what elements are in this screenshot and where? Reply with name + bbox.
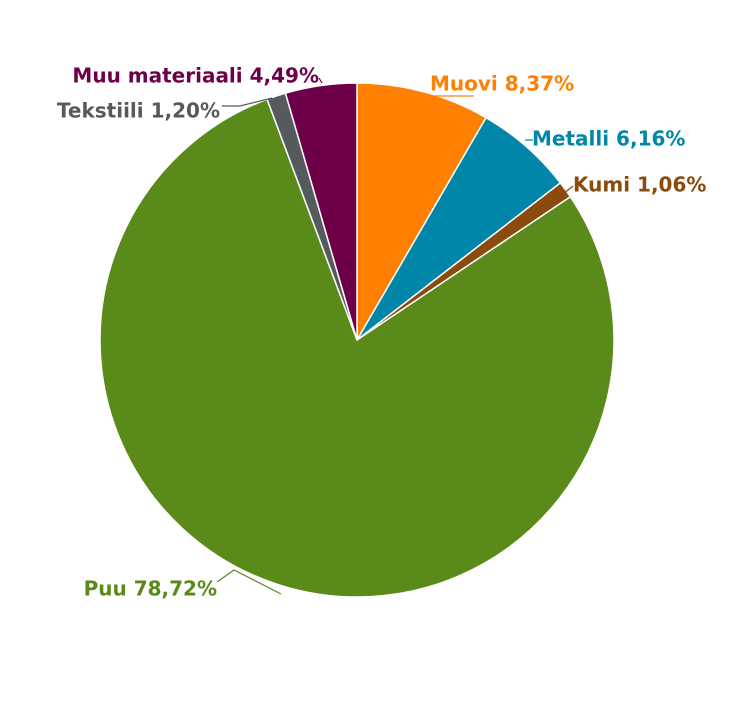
data-label-tekstiili: Tekstiili 1,20% [57, 99, 220, 123]
data-labels-layer: Muovi 8,37% Metalli 6,16% Kumi 1,06% Puu 78… [57, 64, 707, 601]
pie-slice-muu-materiaali [284, 82, 358, 341]
leader-line-tekstiili [222, 97, 273, 107]
slices-layer [99, 82, 615, 598]
data-label-muovi: Muovi 8,37% [430, 72, 574, 96]
leader-lines-layer [216, 77, 574, 595]
data-label-muu-materiaali: Muu materiaali 4,49% [72, 64, 319, 88]
pie-slice-muovi [356, 82, 488, 343]
leader-line-kumi [562, 185, 574, 195]
data-label-metalli: Metalli 6,16% [532, 127, 685, 151]
leader-line-muu-materiaali [318, 77, 323, 84]
data-label-puu: Puu 78,72% [84, 577, 217, 601]
pie-slice-puu [99, 98, 615, 598]
leader-line-puu [216, 569, 282, 595]
data-label-kumi: Kumi 1,06% [573, 173, 706, 197]
